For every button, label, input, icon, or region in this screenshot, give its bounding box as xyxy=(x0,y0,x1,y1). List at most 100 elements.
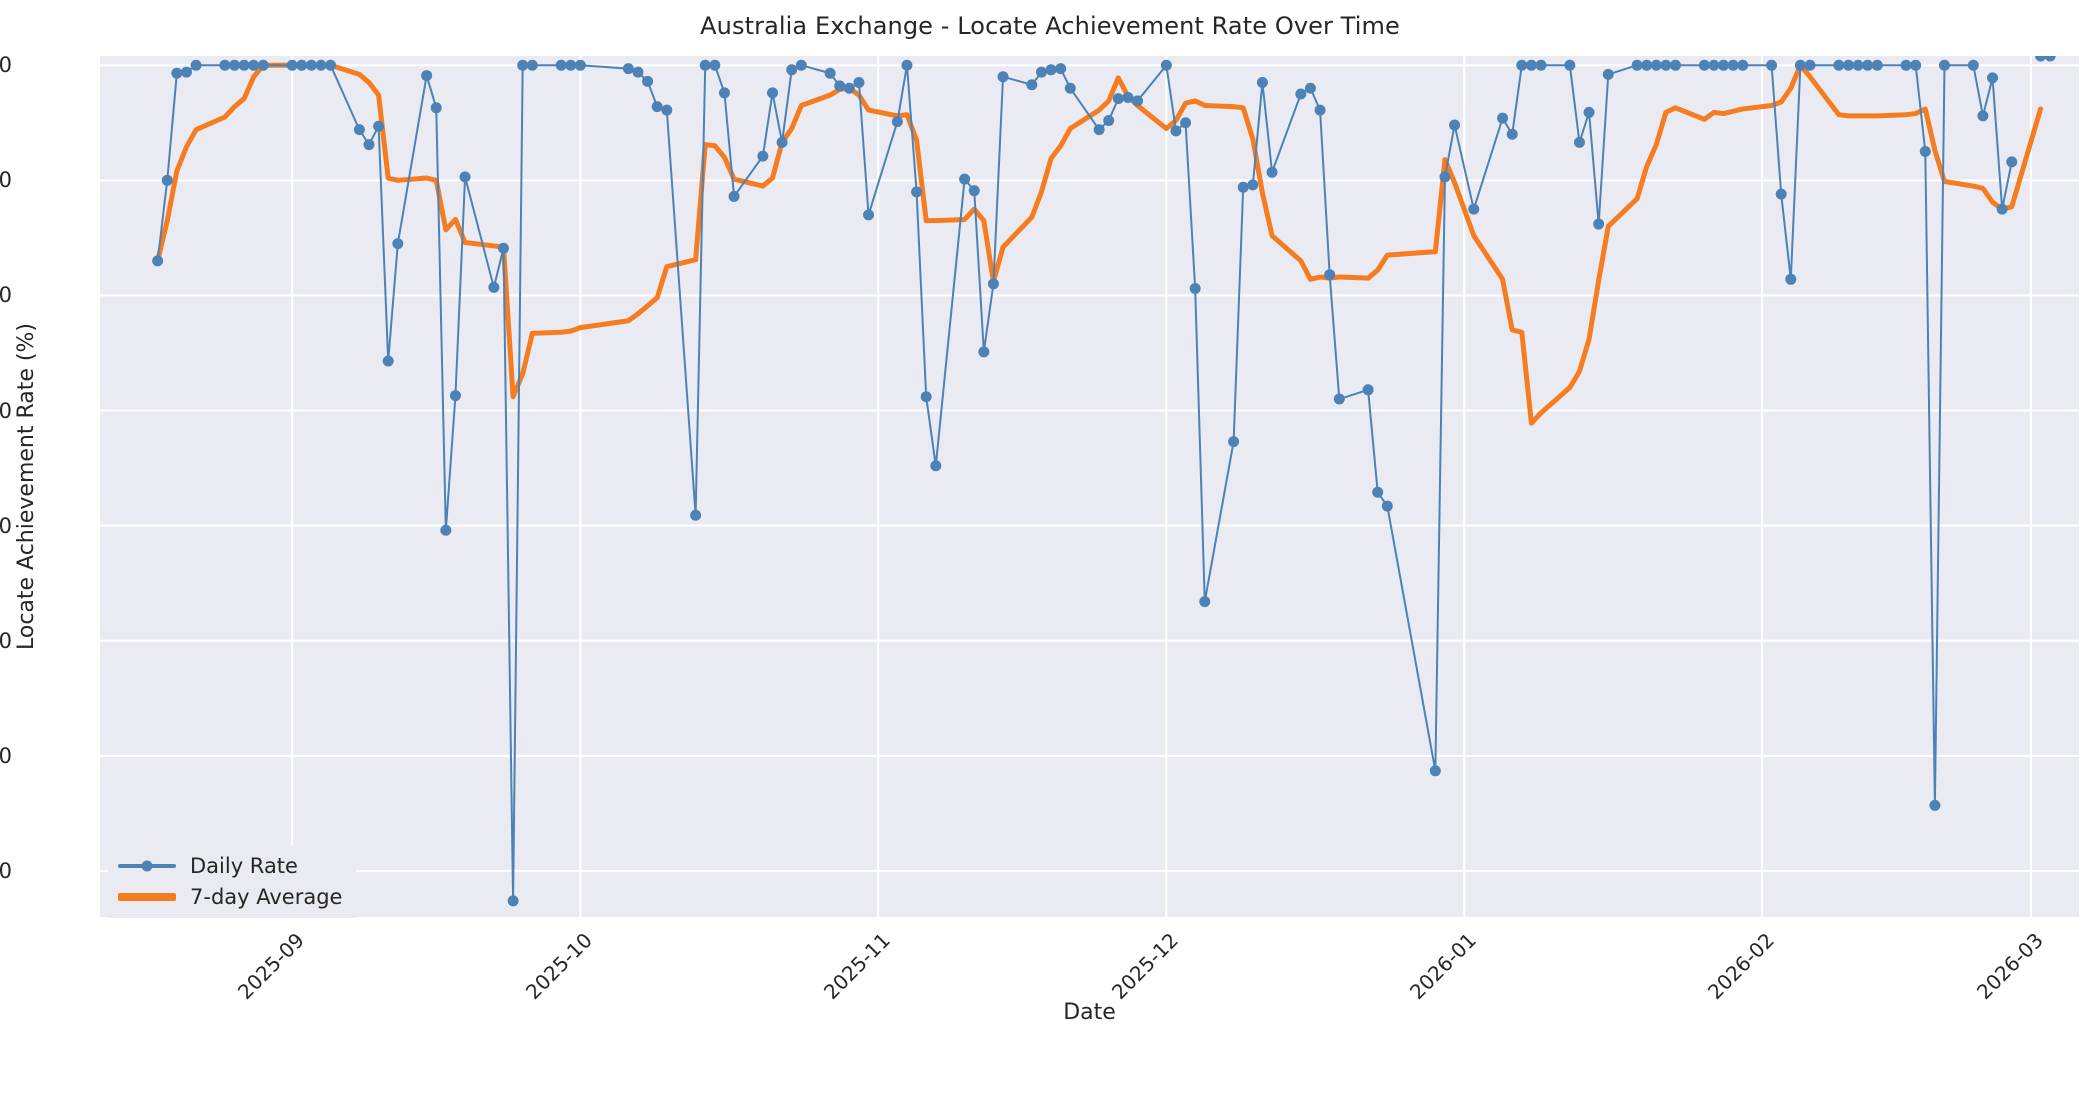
legend-marker-icon xyxy=(141,860,153,872)
data-point-marker xyxy=(353,124,365,136)
y-tick-label: 90 xyxy=(0,168,12,193)
data-point-marker xyxy=(555,59,567,71)
data-point-marker xyxy=(1497,112,1509,124)
data-point-marker xyxy=(1247,179,1259,191)
data-point-marker xyxy=(459,171,471,183)
data-point-marker xyxy=(152,255,164,267)
data-point-marker xyxy=(1833,59,1845,71)
data-point-marker xyxy=(776,136,788,148)
data-point-marker xyxy=(709,59,721,71)
data-point-marker xyxy=(1256,76,1268,88)
data-point-marker xyxy=(392,238,404,250)
data-point-marker xyxy=(382,355,394,367)
data-point-marker xyxy=(632,66,644,78)
data-point-marker xyxy=(766,87,778,99)
data-point-marker xyxy=(421,70,433,82)
data-point-marker xyxy=(1842,59,1854,71)
data-point-marker xyxy=(853,76,865,88)
data-point-marker xyxy=(1026,79,1038,91)
data-point-marker xyxy=(1237,181,1249,193)
data-point-marker xyxy=(1794,59,1806,71)
data-point-marker xyxy=(690,509,702,521)
legend-item[interactable]: 7-day Average xyxy=(118,884,342,910)
chart-figure: Australia Exchange - Locate Achievement … xyxy=(0,12,2079,1025)
data-point-marker xyxy=(1775,188,1787,200)
y-tick-label: 80 xyxy=(0,283,12,308)
data-point-marker xyxy=(1698,59,1710,71)
data-point-marker xyxy=(2044,56,2056,62)
data-point-marker xyxy=(497,242,509,254)
data-point-marker xyxy=(1132,95,1144,107)
data-point-marker xyxy=(911,186,923,198)
data-point-marker xyxy=(959,173,971,185)
data-point-marker xyxy=(1170,125,1182,137)
plot-area xyxy=(100,56,2079,917)
y-axis-label: Locate Achievement Rate (%) xyxy=(14,323,39,651)
data-point-marker xyxy=(1967,59,1979,71)
legend-label: 7-day Average xyxy=(190,885,343,909)
data-point-marker xyxy=(1939,59,1950,71)
data-point-marker xyxy=(1977,110,1989,122)
data-point-marker xyxy=(1535,59,1547,71)
data-point-marker xyxy=(1324,269,1336,281)
data-point-marker xyxy=(1708,59,1720,71)
data-point-marker xyxy=(901,59,913,71)
data-point-marker xyxy=(1314,104,1326,116)
data-point-marker xyxy=(229,59,240,71)
data-point-marker xyxy=(1660,59,1672,71)
data-point-marker xyxy=(1785,273,1797,285)
data-point-marker xyxy=(565,59,577,71)
data-point-marker xyxy=(1439,171,1451,183)
data-point-marker xyxy=(248,59,260,71)
data-point-marker xyxy=(1602,68,1614,80)
data-point-marker xyxy=(1804,59,1816,71)
data-point-marker xyxy=(161,174,173,186)
data-point-marker xyxy=(1871,59,1883,71)
legend-item[interactable]: Daily Rate xyxy=(118,853,342,879)
data-point-marker xyxy=(987,278,999,290)
data-point-marker xyxy=(440,524,452,536)
data-point-marker xyxy=(891,116,903,128)
data-point-marker xyxy=(305,59,317,71)
data-point-marker xyxy=(661,104,673,116)
data-point-marker xyxy=(526,59,538,71)
data-point-marker xyxy=(315,59,327,71)
data-point-marker xyxy=(1919,146,1931,158)
data-point-marker xyxy=(219,59,231,71)
data-point-marker xyxy=(325,59,337,71)
data-point-marker xyxy=(1525,59,1537,71)
series-canvas xyxy=(100,56,2079,917)
data-point-marker xyxy=(1160,59,1172,71)
data-point-marker xyxy=(651,101,663,113)
data-point-marker xyxy=(1103,114,1115,126)
data-point-marker xyxy=(1122,91,1134,103)
data-point-marker xyxy=(1372,486,1384,498)
data-point-marker xyxy=(1900,59,1912,71)
data-point-marker xyxy=(997,71,1009,83)
data-point-marker xyxy=(574,59,586,71)
data-point-marker xyxy=(1045,64,1057,76)
data-point-marker xyxy=(238,59,250,71)
data-point-marker xyxy=(1228,436,1240,448)
data-point-marker xyxy=(1987,72,1999,84)
data-point-marker xyxy=(843,82,855,94)
data-point-marker xyxy=(430,102,442,114)
data-point-marker xyxy=(1737,59,1749,71)
data-point-marker xyxy=(1199,596,1211,608)
data-point-marker xyxy=(930,460,942,472)
data-point-marker xyxy=(1180,117,1192,129)
data-point-marker xyxy=(1055,63,1067,75)
data-point-marker xyxy=(1449,119,1461,131)
y-tick-label: 50 xyxy=(0,628,12,653)
data-point-marker xyxy=(2006,156,2018,168)
data-point-marker xyxy=(1506,128,1518,140)
y-tick-label: 30 xyxy=(0,858,12,883)
data-point-marker xyxy=(718,87,730,99)
legend-label: Daily Rate xyxy=(190,854,298,878)
data-point-marker xyxy=(1718,59,1730,71)
data-point-marker xyxy=(968,185,980,197)
data-point-marker xyxy=(1670,59,1682,71)
data-point-marker xyxy=(517,59,529,71)
series-line xyxy=(155,62,2044,426)
data-point-marker xyxy=(834,80,846,92)
